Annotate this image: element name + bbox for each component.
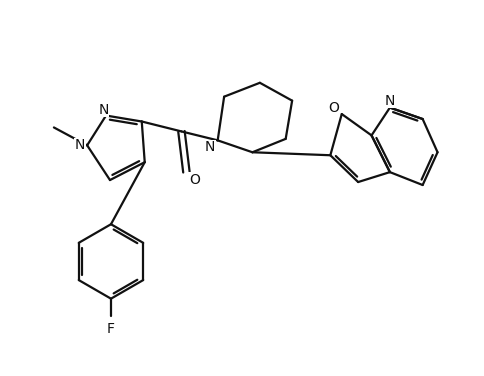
Text: N: N: [75, 138, 85, 152]
Text: N: N: [384, 94, 394, 108]
Text: N: N: [98, 103, 108, 117]
Text: F: F: [107, 322, 115, 336]
Text: N: N: [205, 140, 215, 154]
Text: O: O: [189, 173, 199, 187]
Text: O: O: [327, 101, 338, 115]
